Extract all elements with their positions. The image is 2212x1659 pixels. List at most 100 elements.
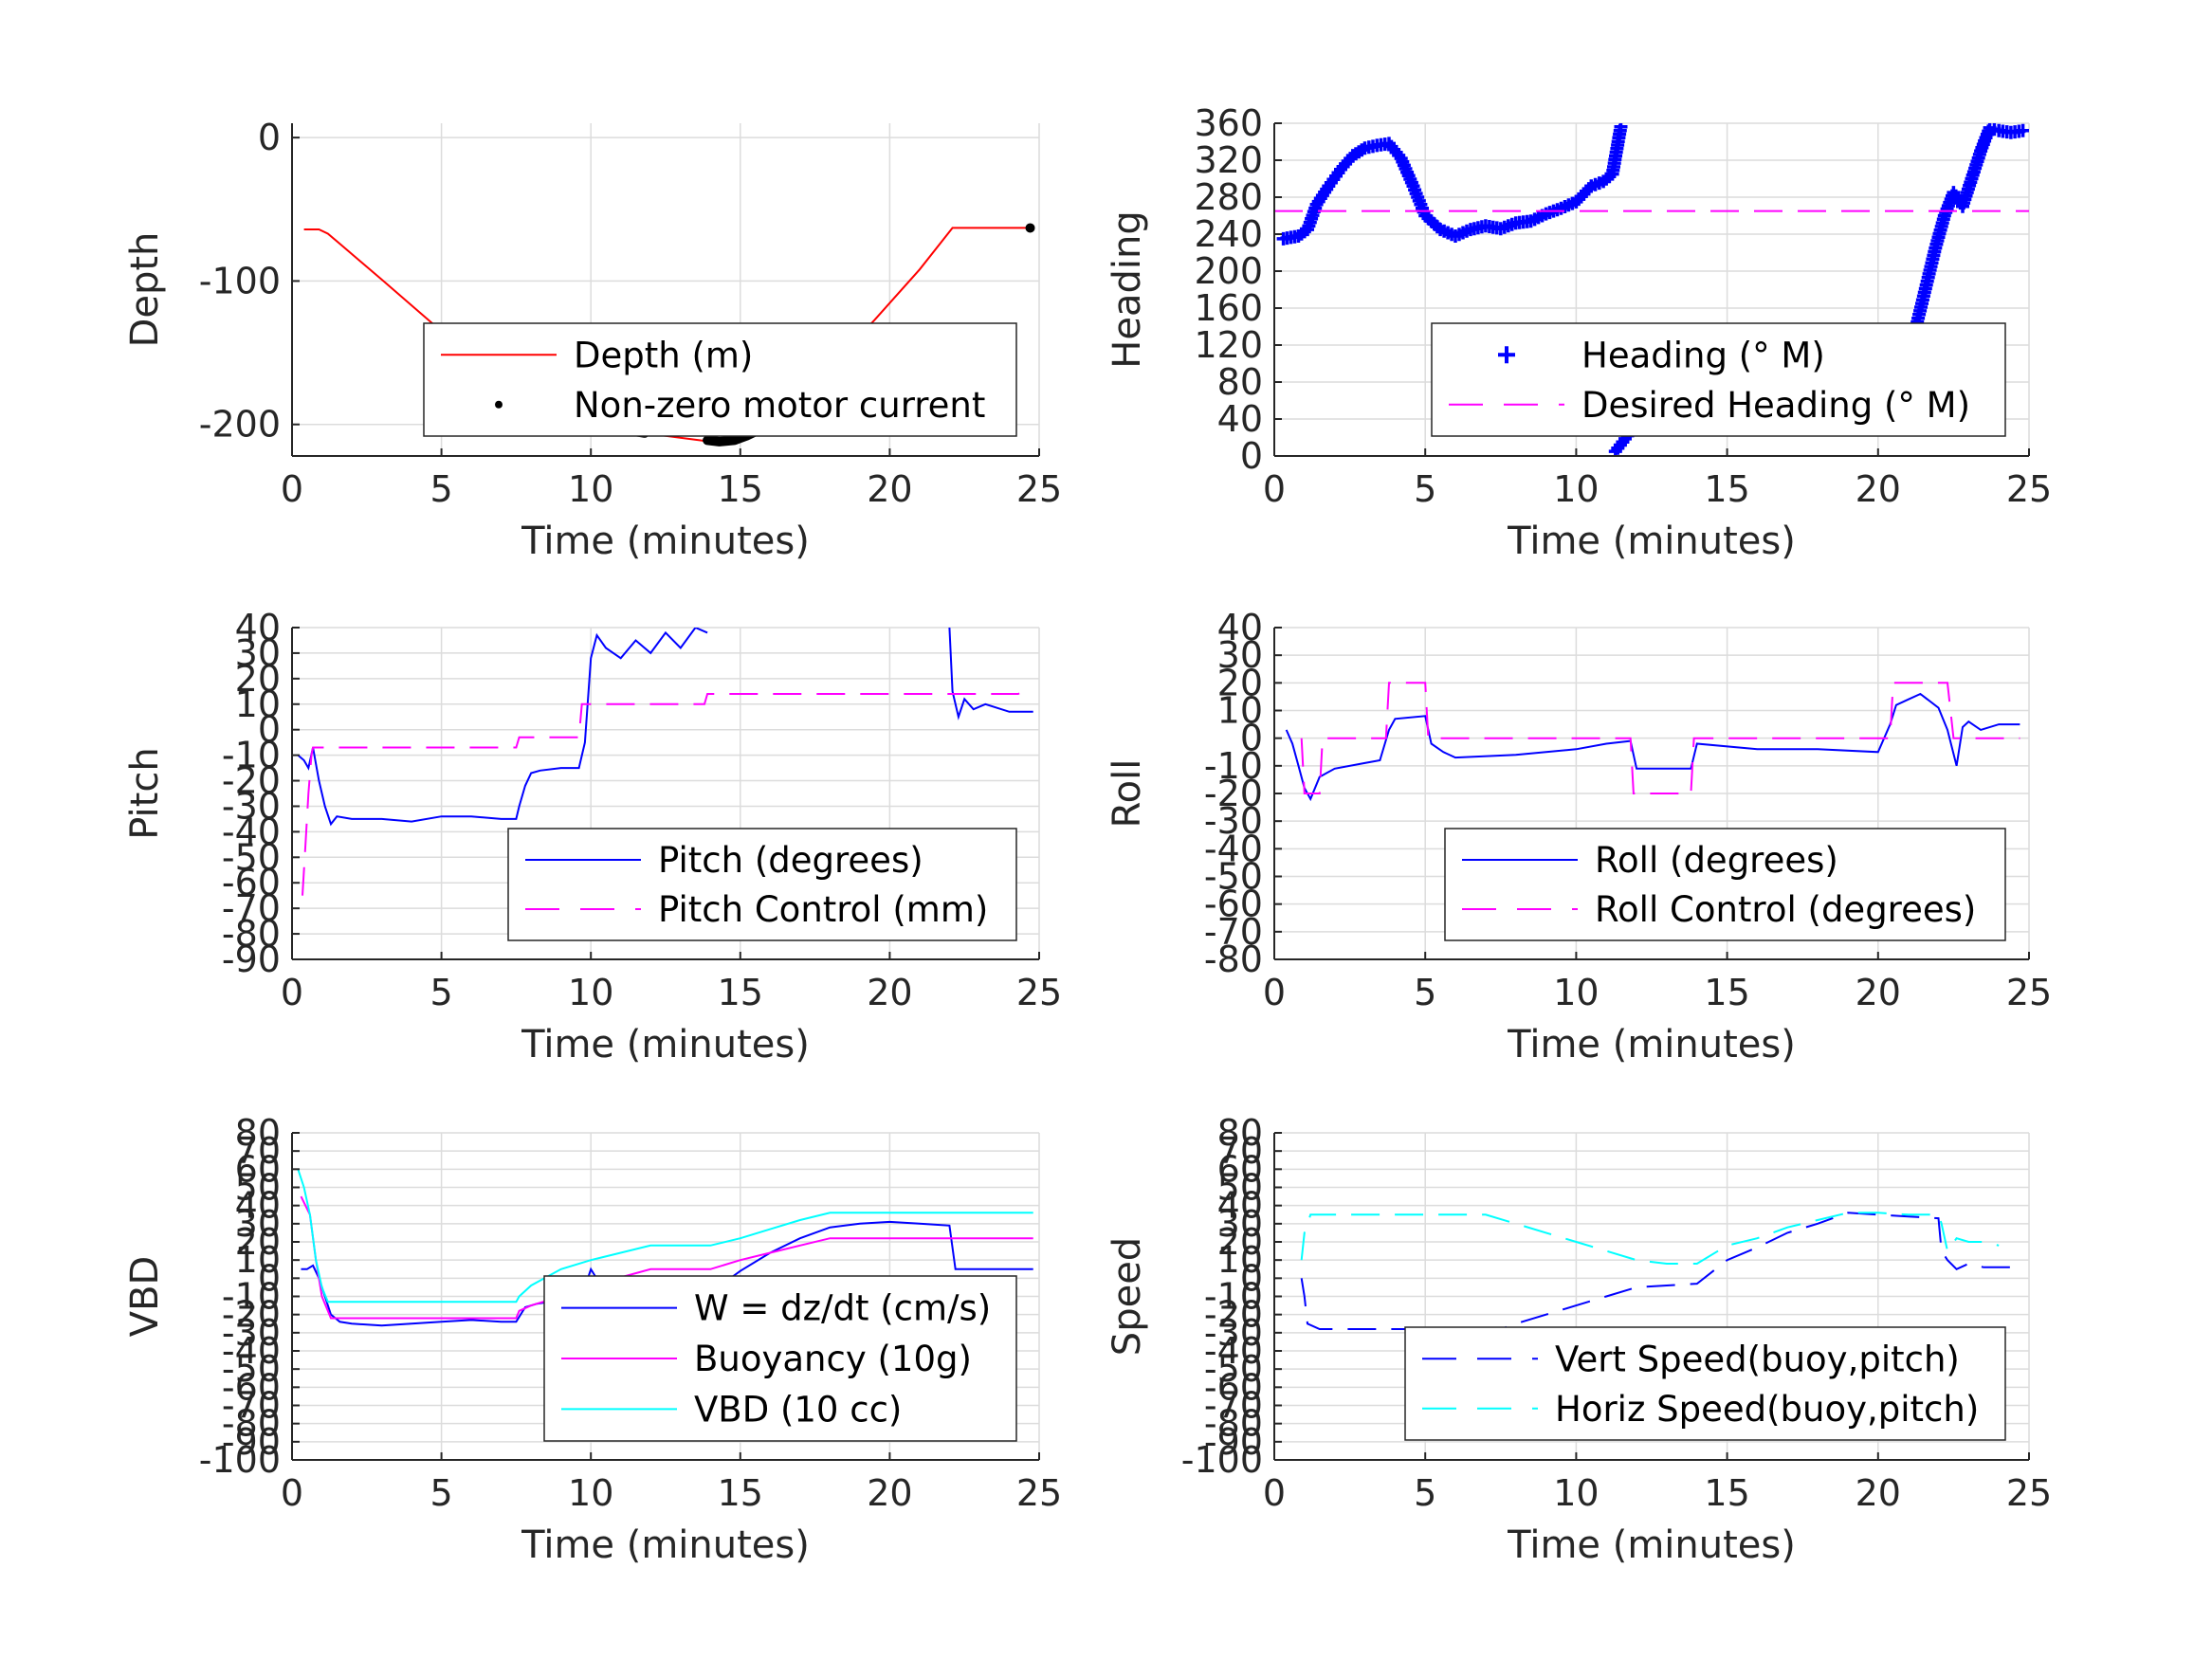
y-tick-label: -40 [1204, 1330, 1263, 1372]
y-axis-label: Pitch [123, 747, 167, 839]
y-tick-label: -80 [1204, 1403, 1263, 1445]
x-tick-label: 20 [867, 972, 912, 1013]
x-tick-label: 10 [1553, 468, 1599, 510]
y-tick-label: 40 [1217, 1185, 1263, 1227]
legend-label: Pitch Control (mm) [658, 889, 988, 930]
x-tick-label: 20 [867, 468, 912, 510]
series-roll-0-line [1285, 692, 2020, 802]
x-tick-label: 5 [1414, 972, 1436, 1013]
legend-label: Roll Control (degrees) [1595, 889, 1976, 930]
y-tick-label: 30 [235, 632, 281, 674]
x-tick-label: 25 [1016, 1472, 1062, 1514]
legend: W = dz/dt (cm/s) Buoyancy (10g) VBD (10 cc… [543, 1275, 1017, 1442]
y-tick-label: 160 [1194, 287, 1263, 329]
y-tick-label: 80 [1217, 1112, 1263, 1154]
x-tick-label: 25 [2006, 468, 2052, 510]
legend: Roll (degrees) Roll Control (degrees) [1444, 828, 2006, 941]
y-axis-label: Heading [1106, 210, 1149, 368]
y-tick-label: -60 [222, 1366, 281, 1408]
y-tick-label: -60 [1204, 884, 1263, 925]
legend-label: Pitch (degrees) [658, 840, 923, 881]
x-axis-label: Time (minutes) [1507, 1523, 1796, 1567]
y-tick-label: -50 [222, 836, 281, 878]
y-tick-label: -60 [1204, 1366, 1263, 1408]
series-roll-1-line [1300, 682, 2020, 794]
legend-label: Non-zero motor current [574, 385, 985, 426]
x-tick-label: 0 [281, 468, 303, 510]
y-tick-label: -70 [1204, 1385, 1263, 1427]
y-tick-label: -20 [222, 760, 281, 802]
y-tick-label: 320 [1194, 139, 1263, 181]
y-tick-label: 240 [1194, 213, 1263, 255]
y-tick-label: -40 [222, 1330, 281, 1372]
y-tick-label: 0 [258, 709, 281, 751]
x-axis-label: Time (minutes) [521, 1023, 810, 1066]
y-tick-label: -20 [222, 1294, 281, 1336]
y-tick-label: 200 [1194, 250, 1263, 292]
y-tick-label: -80 [222, 913, 281, 955]
legend-box [507, 828, 1017, 941]
x-tick-label: 15 [718, 468, 763, 510]
legend-box [1444, 828, 2006, 941]
y-tick-label: 10 [235, 684, 281, 725]
legend: Heading (° M) Desired Heading (° M) [1431, 322, 2006, 437]
y-tick-label: -10 [222, 735, 281, 776]
y-tick-label: 30 [1217, 1203, 1263, 1245]
y-tick-label: 60 [1217, 1148, 1263, 1190]
x-tick-label: 0 [1263, 1472, 1286, 1514]
y-tick-label: 40 [235, 1185, 281, 1227]
x-tick-label: 5 [430, 1472, 453, 1514]
y-tick-label: -70 [1204, 911, 1263, 953]
y-tick-label: -30 [222, 1312, 281, 1354]
y-tick-label: -90 [222, 939, 281, 980]
y-tick-label: -40 [222, 811, 281, 852]
x-tick-label: 15 [1704, 972, 1749, 1013]
x-tick-label: 5 [430, 972, 453, 1013]
x-tick-label: 10 [1553, 972, 1599, 1013]
legend: Vert Speed(buoy,pitch) Horiz Speed(buoy,p… [1404, 1326, 2006, 1441]
x-tick-label: 25 [1016, 972, 1062, 1013]
y-tick-label: -10 [222, 1276, 281, 1318]
x-tick-label: 0 [1263, 468, 1286, 510]
y-tick-label: -30 [1204, 800, 1263, 842]
series-vbd-2-line [297, 1168, 1033, 1304]
x-tick-label: 5 [430, 468, 453, 510]
y-tick-label: -50 [1204, 1348, 1263, 1390]
legend-label: Desired Heading (° M) [1581, 385, 1970, 426]
x-tick-label: 5 [1414, 1472, 1436, 1514]
x-tick-label: 15 [718, 972, 763, 1013]
x-tick-label: 0 [281, 972, 303, 1013]
legend-label: W = dz/dt (cm/s) [694, 1288, 991, 1329]
y-tick-label: -80 [222, 1403, 281, 1445]
y-tick-label: 280 [1194, 176, 1263, 218]
y-tick-label: 360 [1194, 102, 1263, 144]
series-speed-1-line [1300, 1212, 2000, 1265]
series-group [1300, 1212, 2023, 1330]
x-tick-label: 0 [1263, 972, 1286, 1013]
y-tick-label: -70 [222, 1385, 281, 1427]
x-axis-label: Time (minutes) [1507, 1023, 1796, 1066]
legend-label: Vert Speed(buoy,pitch) [1555, 1339, 1960, 1379]
y-tick-label: 40 [235, 607, 281, 648]
y-tick-label: 70 [235, 1130, 281, 1172]
y-tick-label: -200 [199, 404, 281, 446]
x-tick-label: 20 [1856, 972, 1901, 1013]
y-tick-label: -100 [199, 1439, 281, 1481]
series-pitch-1-line [302, 687, 1028, 896]
x-tick-label: 15 [1704, 468, 1749, 510]
y-axis-label: Depth [123, 232, 167, 348]
y-tick-label: 20 [235, 658, 281, 700]
y-tick-label: 10 [1217, 1239, 1263, 1281]
y-tick-label: 10 [235, 1239, 281, 1281]
y-tick-label: -70 [222, 887, 281, 929]
chart-depth: 0 5 10 15 20 25 0 -100 -200 Time (minutes) Depth De… [123, 117, 1062, 563]
legend-box [1404, 1326, 2006, 1441]
legend-label: Heading (° M) [1581, 335, 1825, 375]
series-speed-0-line [1300, 1212, 2023, 1330]
x-tick-label: 25 [2006, 1472, 2052, 1514]
y-tick-label: 120 [1194, 324, 1263, 366]
y-tick-label: -30 [222, 785, 281, 827]
y-tick-label: -20 [1204, 773, 1263, 814]
